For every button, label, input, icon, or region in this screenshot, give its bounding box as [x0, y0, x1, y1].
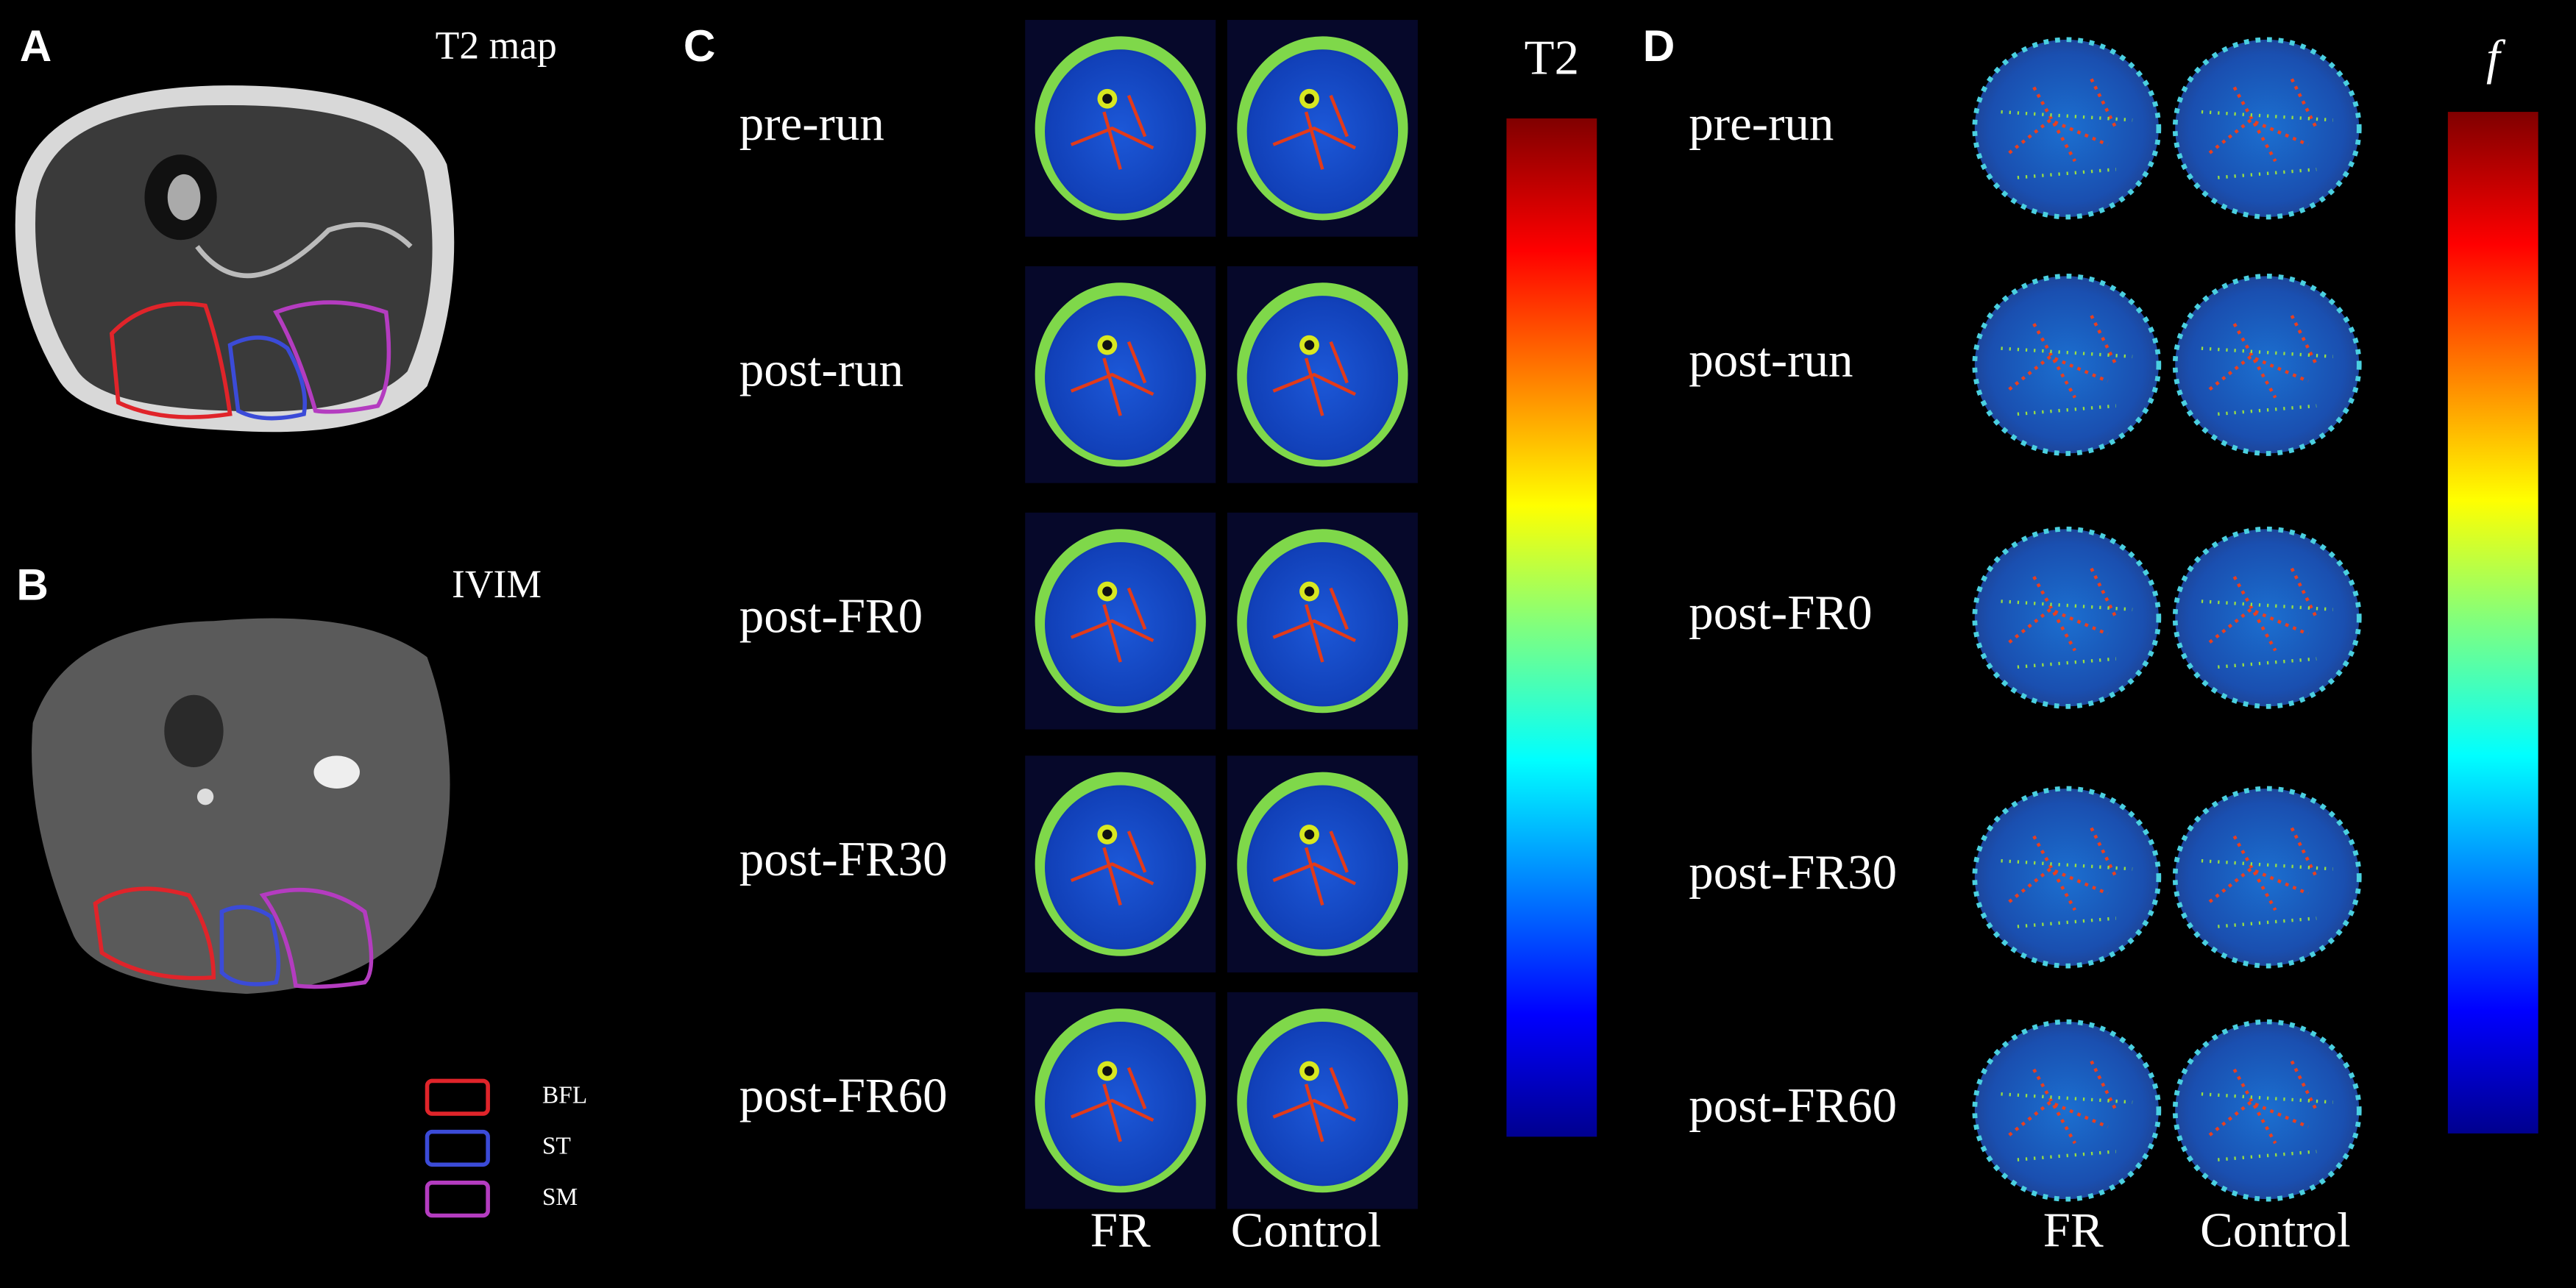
- bfl-contour: [109, 302, 233, 419]
- panel-title: T2 map: [436, 24, 557, 68]
- map-image: [1975, 1022, 2159, 1199]
- legend-swatch: [425, 1078, 490, 1116]
- row-label: pre-run: [1689, 96, 1834, 151]
- column-label: Control: [1231, 1203, 1382, 1258]
- row-label: post-FR0: [739, 589, 923, 644]
- column-label: FR: [1090, 1203, 1151, 1258]
- map-image: [1025, 992, 1216, 1209]
- map-image: [1227, 20, 1418, 237]
- panel-letter: C: [684, 21, 716, 71]
- map-image: [1975, 529, 2159, 706]
- sm-contour: [259, 887, 374, 989]
- ivim-image: [32, 618, 450, 995]
- map-image: [1025, 755, 1216, 972]
- st-contour: [219, 905, 281, 986]
- colorbar: [2447, 112, 2538, 1134]
- row-label: post-FR0: [1689, 586, 1872, 640]
- map-image: [1975, 789, 2159, 966]
- legend: BFL ST SM: [425, 1078, 587, 1218]
- panel-letter: B: [16, 560, 49, 610]
- row-label: post-run: [1689, 332, 1853, 387]
- column-label: Control: [2200, 1203, 2351, 1258]
- t2-anatomy-image: [15, 85, 455, 433]
- map-image: [2175, 40, 2359, 217]
- map-image: [1227, 266, 1418, 483]
- bfl-contour: [93, 886, 216, 981]
- legend-swatch: [425, 1129, 490, 1167]
- sm-contour: [273, 300, 391, 414]
- colorbar-label: f: [2486, 30, 2506, 85]
- panel-letter: D: [1643, 21, 1675, 71]
- map-image: [1227, 992, 1418, 1209]
- legend-label: ST: [542, 1133, 571, 1160]
- map-image: [1025, 266, 1216, 483]
- map-image: [1025, 513, 1216, 730]
- colorbar-label: T2: [1525, 30, 1579, 85]
- row-label: post-FR30: [1689, 845, 1897, 900]
- colorbar: [1506, 118, 1597, 1137]
- map-image: [1975, 40, 2159, 217]
- panel-letter: A: [20, 21, 52, 71]
- panel-c: C T2 pre-run post-run post-FR0 post-FR30 post-…: [684, 20, 1597, 1258]
- legend-swatch: [425, 1181, 490, 1218]
- legend-label: SM: [542, 1184, 578, 1211]
- map-image: [2175, 1022, 2359, 1199]
- map-image: [2175, 789, 2359, 966]
- map-image: [2175, 529, 2359, 706]
- st-contour: [227, 335, 308, 421]
- row-label: post-FR30: [739, 832, 948, 886]
- row-label: post-FR60: [739, 1069, 948, 1123]
- row-label: pre-run: [739, 96, 884, 151]
- map-image: [2175, 276, 2359, 453]
- legend-label: BFL: [542, 1081, 587, 1109]
- row-label: post-FR60: [1689, 1078, 1897, 1133]
- column-label: FR: [2043, 1203, 2104, 1258]
- map-image: [1227, 513, 1418, 730]
- map-image: [1025, 20, 1216, 237]
- row-label: post-run: [739, 343, 904, 397]
- map-image: [1975, 276, 2159, 453]
- panel-title: IVIM: [452, 562, 542, 606]
- map-image: [1227, 755, 1418, 972]
